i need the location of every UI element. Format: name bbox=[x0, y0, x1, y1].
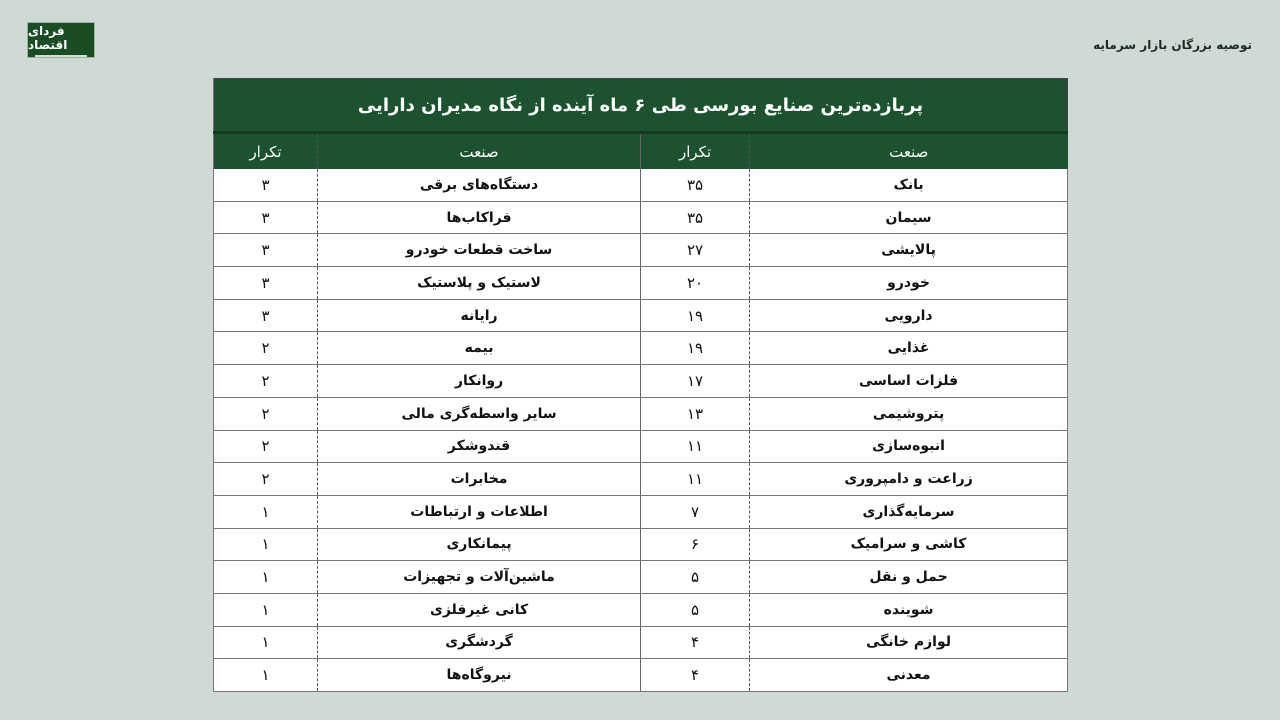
count-cell: ۲ bbox=[212, 364, 318, 398]
count-cell: ۴ bbox=[640, 658, 750, 692]
table-row: انبوه‌سازی ۱۱ قندوشکر ۲ bbox=[212, 430, 1069, 464]
count-cell: ۱ bbox=[212, 560, 318, 594]
industry-cell: غذایی bbox=[749, 331, 1069, 366]
industry-cell: سیمان bbox=[749, 201, 1069, 235]
industry-cell: بیمه bbox=[317, 331, 641, 366]
table-row: خودرو ۲۰ لاستیک و پلاستیک ۳ bbox=[212, 266, 1069, 300]
industry-cell: اطلاعات و ارتباطات bbox=[317, 495, 641, 529]
table-row: سیمان ۳۵ فراکاب‌ها ۳ bbox=[212, 201, 1069, 235]
industry-cell: زراعت و دامپروری bbox=[749, 462, 1069, 496]
industry-cell: مخابرات bbox=[317, 462, 641, 496]
table-title: پربازده‌ترین صنایع بورسی طی ۶ ماه آینده … bbox=[212, 78, 1069, 133]
count-cell: ۷ bbox=[640, 495, 750, 529]
column-header-count: تکرار bbox=[640, 131, 750, 169]
logo-text: فردای اقتصاد bbox=[28, 23, 68, 52]
industry-cell: شوینده bbox=[749, 593, 1069, 627]
industry-cell: لوازم خانگی bbox=[749, 626, 1069, 660]
industry-cell: فراکاب‌ها bbox=[317, 201, 641, 235]
industry-cell: پالایشی bbox=[749, 233, 1069, 268]
industry-cell: کانی غیرفلزی bbox=[317, 593, 641, 627]
count-cell: ۵ bbox=[640, 593, 750, 627]
industry-cell: حمل و نقل bbox=[749, 560, 1069, 594]
table-row: شوینده ۵ کانی غیرفلزی ۱ bbox=[212, 593, 1069, 627]
count-cell: ۱۱ bbox=[640, 462, 750, 496]
count-cell: ۳ bbox=[212, 233, 318, 268]
count-cell: ۲۰ bbox=[640, 266, 750, 300]
column-header-industry: صنعت bbox=[317, 131, 641, 169]
logo-underline bbox=[35, 54, 87, 57]
table-row: کاشی و سرامیک ۶ پیمانکاری ۱ bbox=[212, 528, 1069, 562]
count-cell: ۱ bbox=[212, 658, 318, 692]
count-cell: ۱۹ bbox=[640, 331, 750, 366]
column-header-count: تکرار bbox=[212, 131, 318, 169]
count-cell: ۳ bbox=[212, 266, 318, 300]
count-cell: ۲ bbox=[212, 430, 318, 464]
section-label: توصیه بزرگان بازار سرمایه bbox=[1093, 38, 1252, 52]
count-cell: ۳ bbox=[212, 201, 318, 235]
column-header-industry: صنعت bbox=[749, 131, 1068, 169]
industry-cell: روانکار bbox=[317, 364, 641, 398]
industry-cell: معدنی bbox=[749, 658, 1069, 692]
count-cell: ۱ bbox=[212, 626, 318, 660]
count-cell: ۶ bbox=[640, 528, 750, 562]
count-cell: ۲ bbox=[212, 462, 318, 496]
count-cell: ۱ bbox=[212, 495, 318, 529]
count-cell: ۲۷ bbox=[640, 233, 750, 268]
industry-cell: سایر واسطه‌گری مالی bbox=[317, 397, 641, 431]
count-cell: ۲ bbox=[212, 331, 318, 366]
table-row: فلزات اساسی ۱۷ روانکار ۲ bbox=[212, 364, 1069, 398]
industry-cell: قندوشکر bbox=[317, 430, 641, 464]
industries-table: پربازده‌ترین صنایع بورسی طی ۶ ماه آینده … bbox=[212, 78, 1069, 692]
count-cell: ۴ bbox=[640, 626, 750, 660]
industry-cell: پیمانکاری bbox=[317, 528, 641, 562]
industry-cell: رایانه bbox=[317, 299, 641, 333]
industry-cell: ماشین‌آلات و تجهیزات bbox=[317, 560, 641, 594]
count-cell: ۳۵ bbox=[640, 169, 750, 202]
table-row: پالایشی ۲۷ ساخت قطعات خودرو ۳ bbox=[212, 233, 1069, 268]
table-row: زراعت و دامپروری ۱۱ مخابرات ۲ bbox=[212, 462, 1069, 496]
table-row: معدنی ۴ نیروگاه‌ها ۱ bbox=[212, 658, 1069, 692]
industry-cell: پتروشیمی bbox=[749, 397, 1069, 431]
count-cell: ۱۳ bbox=[640, 397, 750, 431]
table-row: لوازم خانگی ۴ گردشگری ۱ bbox=[212, 626, 1069, 660]
industry-cell: کاشی و سرامیک bbox=[749, 528, 1069, 562]
table-row: سرمایه‌گذاری ۷ اطلاعات و ارتباطات ۱ bbox=[212, 495, 1069, 529]
count-cell: ۱ bbox=[212, 593, 318, 627]
count-cell: ۱ bbox=[212, 528, 318, 562]
industry-cell: فلزات اساسی bbox=[749, 364, 1069, 398]
industry-cell: سرمایه‌گذاری bbox=[749, 495, 1069, 529]
table-row: پتروشیمی ۱۳ سایر واسطه‌گری مالی ۲ bbox=[212, 397, 1069, 431]
industry-cell: گردشگری bbox=[317, 626, 641, 660]
count-cell: ۱۹ bbox=[640, 299, 750, 333]
industry-cell: خودرو bbox=[749, 266, 1069, 300]
table-row: بانک ۳۵ دستگاه‌های برقی ۳ bbox=[212, 169, 1069, 202]
industry-cell: لاستیک و پلاستیک bbox=[317, 266, 641, 300]
industry-cell: انبوه‌سازی bbox=[749, 430, 1069, 464]
table-row: دارویی ۱۹ رایانه ۳ bbox=[212, 299, 1069, 333]
industry-cell: ساخت قطعات خودرو bbox=[317, 233, 641, 268]
industry-cell: دستگاه‌های برقی bbox=[317, 169, 641, 202]
industry-cell: دارویی bbox=[749, 299, 1069, 333]
count-cell: ۱۱ bbox=[640, 430, 750, 464]
count-cell: ۲ bbox=[212, 397, 318, 431]
table-row: حمل و نقل ۵ ماشین‌آلات و تجهیزات ۱ bbox=[212, 560, 1069, 594]
table-row: غذایی ۱۹ بیمه ۲ bbox=[212, 331, 1069, 366]
count-cell: ۳ bbox=[212, 299, 318, 333]
count-cell: ۵ bbox=[640, 560, 750, 594]
count-cell: ۱۷ bbox=[640, 364, 750, 398]
industry-cell: نیروگاه‌ها bbox=[317, 658, 641, 692]
brand-logo: فردای اقتصاد bbox=[27, 22, 95, 58]
count-cell: ۳۵ bbox=[640, 201, 750, 235]
industry-cell: بانک bbox=[749, 169, 1069, 202]
count-cell: ۳ bbox=[212, 169, 318, 202]
